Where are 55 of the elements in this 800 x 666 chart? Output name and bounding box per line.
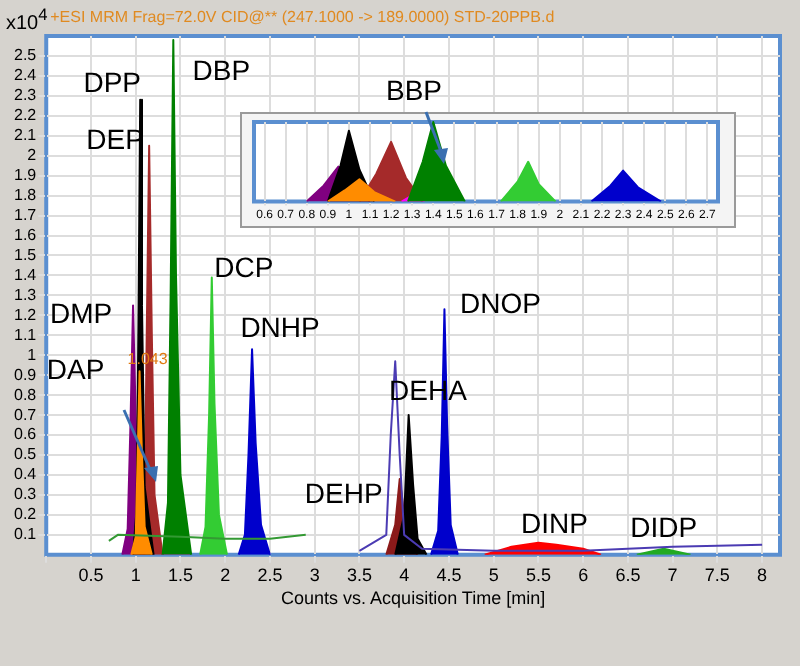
y-tick-label: 1.4: [13, 265, 38, 284]
series-label: DAP: [46, 352, 105, 385]
x-tick-label: 6: [578, 564, 589, 585]
x-tick-label: 3.5: [346, 564, 372, 585]
series-label: DINP: [520, 506, 588, 539]
y-tick-label: 0.5: [13, 445, 38, 464]
x-tick-label: 0.5: [78, 564, 104, 585]
x-tick-label: 4.5: [436, 564, 462, 585]
x-tick-label: 1: [130, 564, 141, 585]
y-tick-label: 2.3: [13, 86, 38, 105]
y-tick-label: 0.4: [13, 465, 38, 484]
x-tick-label: 7.5: [704, 564, 730, 585]
series-label: DEHP: [304, 476, 383, 509]
series-label: DIDP: [630, 510, 698, 543]
x-tick-label: 6.5: [615, 564, 641, 585]
y-tick-label: 2.4: [13, 66, 38, 85]
y-tick-label: 0.8: [13, 385, 38, 404]
x-tick-label: 8: [757, 564, 768, 585]
y-tick-label: 2.2: [13, 106, 38, 125]
series-label: DBP: [192, 53, 251, 86]
annotation: BBP: [385, 73, 443, 106]
y-tick-label: 1.8: [13, 186, 38, 205]
x-tick-label: 1.5: [167, 564, 193, 585]
y-tick-label: 0.3: [13, 485, 38, 504]
y-tick-label: 0.6: [13, 425, 38, 444]
series-label: DNHP: [240, 310, 320, 343]
y-tick-label: 1.5: [13, 245, 38, 264]
y-tick-label: 1: [27, 345, 38, 364]
y-tick-label: 0.2: [13, 505, 38, 524]
series-label: DNOP: [459, 287, 541, 320]
y-tick-label: 2: [27, 146, 38, 165]
y-axis-title: x10$^{4}$: [6, 4, 48, 35]
annotation: 1.043: [127, 349, 169, 368]
x-tick-label: 4: [399, 564, 410, 585]
x-tick-label: 2.5: [257, 564, 283, 585]
y-tick-label: 0.1: [13, 525, 38, 544]
y-tick-label: 0.9: [13, 365, 38, 384]
y-tick-label: 1.9: [13, 166, 38, 185]
x-tick-label: 2: [220, 564, 231, 585]
x-axis-title: Counts vs. Acquisition Time [min]: [281, 588, 546, 609]
x-tick-label: 5.5: [525, 564, 551, 585]
series-label: DMP: [49, 297, 113, 330]
y-tick-label: 1.6: [13, 225, 38, 244]
chart-title: +ESI MRM Frag=72.0V CID@** (247.1000 -> 189.0000) STD-20PPB.d: [50, 8, 555, 27]
y-tick-label: 2.1: [13, 126, 38, 145]
x-tick-label: 3: [309, 564, 320, 585]
y-tick-label: 0.7: [13, 405, 38, 424]
y-tick-label: 2.5: [13, 46, 38, 65]
y-tick-label: 1.1: [13, 325, 38, 344]
series-label: DPP: [83, 65, 141, 98]
series-label: DCP: [214, 251, 274, 284]
x-tick-label: 7: [667, 564, 678, 585]
x-tick-label: 5: [488, 564, 499, 585]
y-tick-label: 1.2: [13, 305, 38, 324]
y-tick-label: 1.3: [13, 285, 38, 304]
